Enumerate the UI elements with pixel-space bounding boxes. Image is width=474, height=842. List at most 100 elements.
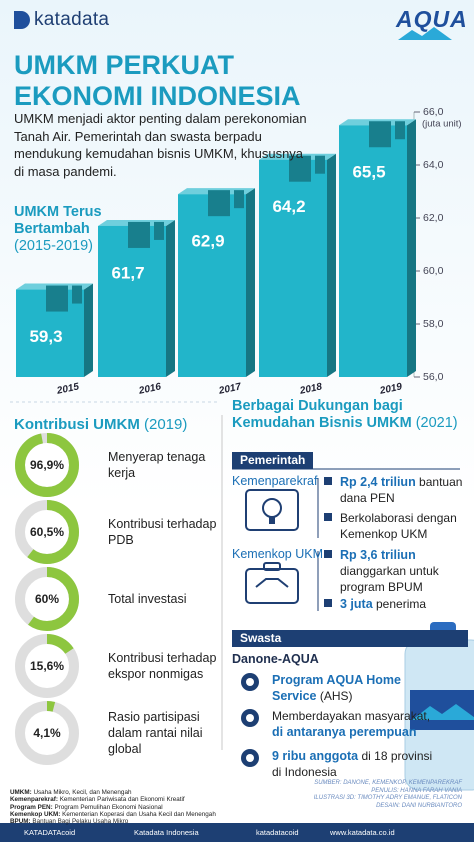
value-label: 61,7 xyxy=(111,263,144,282)
item-highlight: Rp 2,4 triliun xyxy=(340,475,416,489)
bar-clip xyxy=(128,221,150,248)
item-text: bantuan dana PEN xyxy=(340,475,463,505)
item-icon xyxy=(246,714,254,722)
credit: ILUSTRASI 3D: TIMOTHY ADRY EMANUE, FLATI… xyxy=(313,795,462,801)
title-line: EKONOMI INDONESIA xyxy=(14,81,301,111)
bar-clip xyxy=(154,221,164,240)
item-icon xyxy=(246,754,254,762)
item-highlight: Program AQUA Home Service xyxy=(272,673,401,703)
value-label: 60% xyxy=(35,592,59,606)
chart-title: UMKM Terus Bertambah xyxy=(14,204,102,237)
note-text: Usaha Mikro, Kecil, dan Menengah xyxy=(33,789,132,796)
y-tick-label: 64,0 xyxy=(423,159,444,171)
bar-clip xyxy=(46,285,68,312)
value-label: 4,1% xyxy=(33,726,61,740)
bar xyxy=(98,225,166,377)
value-label: 59,3 xyxy=(29,327,62,346)
bar-clip xyxy=(315,155,325,174)
note-term: Program PEN: xyxy=(10,803,53,811)
category-label: Rasio partisipasi dalam rantai nilai glo… xyxy=(108,710,203,756)
y-tick-label: 58,0 xyxy=(423,318,444,330)
bullet xyxy=(324,513,332,521)
y-tick-label: 60,0 xyxy=(423,265,444,277)
bar-clip xyxy=(369,121,391,148)
donut-arc xyxy=(15,433,79,497)
bullet xyxy=(324,477,332,485)
title-line: UMKM PERKUAT xyxy=(14,50,234,80)
x-tick-label: 2017 xyxy=(217,381,242,397)
note-text: Program Pemulihan Ekonomi Nasional xyxy=(54,803,163,811)
note: BPUM: Bantuan Bagi Pelaku Usaha Mikro xyxy=(10,818,128,825)
note-term: Kemenparekraf: xyxy=(10,796,58,804)
item-text: dianggarkan untuk program BPUM xyxy=(340,564,439,594)
x-tick-label: 2015 xyxy=(55,381,80,397)
note: Kemenparekraf: Kementerian Pariwisata da… xyxy=(10,796,185,803)
footer-link: www.katadata.co.id xyxy=(330,828,395,837)
y-tick-label: 56,0 xyxy=(423,371,444,383)
footer-link: KATADATAcoid xyxy=(24,828,76,837)
footer-link: Katadata Indonesia xyxy=(134,828,199,837)
value-label: 62,9 xyxy=(191,232,224,251)
credit: PENULIS: HANNA FARAH VANIA xyxy=(371,787,462,794)
entry-name: Kemenparekraf xyxy=(232,474,318,488)
brand-icon xyxy=(14,11,30,29)
icon xyxy=(245,489,299,531)
support-item: Rp 2,4 triliun bantuan dana PEN xyxy=(340,474,465,506)
partner-logo: AQUA xyxy=(396,6,468,32)
bar-side xyxy=(166,219,175,377)
support-title: Berbagai Dukungan bagi Kemudahan Bisnis … xyxy=(232,398,412,431)
chart-title: Kontribusi UMKM xyxy=(14,416,140,433)
note: Program PEN: Program Pemulihan Ekonomi N… xyxy=(10,804,163,811)
bar-clip xyxy=(289,155,311,182)
value-label: 60,5% xyxy=(30,525,64,539)
group-tag: Swasta xyxy=(232,630,290,647)
chart-heading: UMKM Terus Bertambah (2015-2019) xyxy=(14,204,126,255)
item-text: di 18 provinsi di Indonesia xyxy=(272,749,433,779)
category-label: Total investasi xyxy=(108,592,187,606)
donut-arc xyxy=(15,634,79,698)
group-tag: Pemerintah xyxy=(232,452,314,469)
category-label: Kontribusi terhadap PDB xyxy=(108,517,217,547)
support-period: (2021) xyxy=(415,415,458,431)
footer-bar xyxy=(0,823,474,842)
note-term: UMKM: xyxy=(10,789,32,796)
bar-clip xyxy=(395,121,405,140)
note-term: BPUM: xyxy=(10,818,31,826)
brand: katadata xyxy=(34,9,110,30)
value-label: 65,5 xyxy=(352,163,385,182)
footer-link: katadatacoid xyxy=(256,828,299,837)
donut-arc xyxy=(15,500,79,564)
note-text: Kementerian Pariwisata dan Ekonomi Kreat… xyxy=(59,796,185,804)
value-label: 64,2 xyxy=(272,197,305,216)
title: UMKM PERKUAT EKONOMI INDONESIA xyxy=(14,50,301,112)
y-axis-label: (juta unit) xyxy=(422,119,462,130)
x-tick-label: 2016 xyxy=(137,381,162,397)
bar-clip xyxy=(234,190,244,209)
support-item: Program AQUA Home Service (AHS) xyxy=(272,672,437,704)
intro: UMKM menjadi aktor penting dalam perekon… xyxy=(14,111,307,179)
donut-heading: Kontribusi UMKM (2019) xyxy=(14,416,187,433)
credit: DESAIN: DANI NURBIANTORO xyxy=(376,802,462,809)
chart-subtitle: (2019) xyxy=(144,416,188,433)
x-tick-label: 2019 xyxy=(378,381,403,397)
x-tick-label: 2018 xyxy=(298,381,323,397)
bar-side xyxy=(407,119,416,377)
icon xyxy=(269,516,275,524)
icon xyxy=(262,498,282,518)
bar xyxy=(178,194,246,377)
item-text: Memberdayakan masyarakat, xyxy=(272,709,431,723)
bar-side xyxy=(84,283,93,377)
item-text: penerima xyxy=(376,597,427,611)
bar-side xyxy=(327,153,336,377)
bar-side xyxy=(246,188,255,377)
support-item: Berkolaborasi dengan Kemenkop UKM xyxy=(340,510,465,542)
note: UMKM: Usaha Mikro, Kecil, dan Menengah xyxy=(10,789,131,796)
support-item: 3 juta penerima xyxy=(340,596,465,612)
note-text: Bantuan Bagi Pelaku Usaha Mikro xyxy=(32,818,129,826)
value-label: 15,6% xyxy=(30,659,64,673)
credit: SUMBER: DANONE, KEMENKOP, KEMENPAREKRAF xyxy=(314,780,462,786)
entry-name: Kemenkop UKM xyxy=(232,547,324,561)
value-label: 96,9% xyxy=(30,458,64,472)
bullet xyxy=(324,599,332,607)
